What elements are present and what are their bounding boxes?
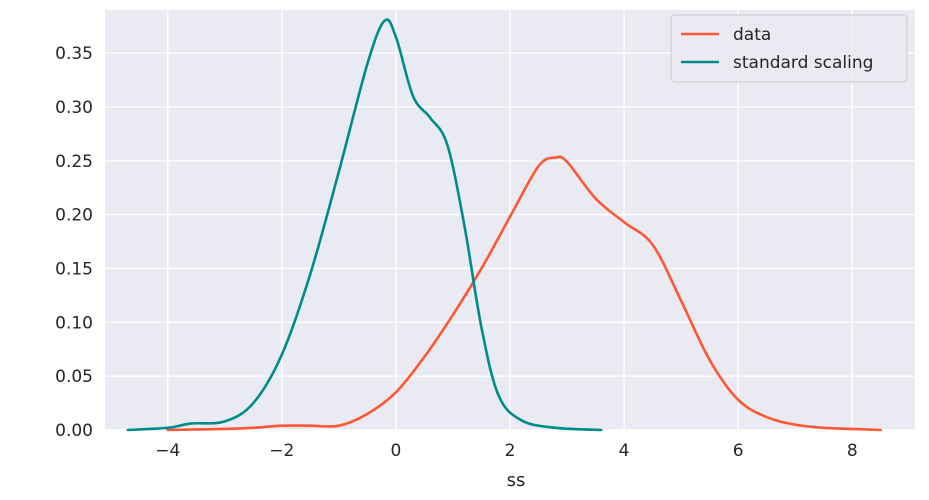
y-tick-label: 0.20 [55,206,93,226]
y-tick-label: 0.25 [55,152,93,172]
x-tick-label: −4 [155,441,180,461]
x-tick-label: 0 [391,441,402,461]
x-tick-label: −2 [269,441,294,461]
legend-label: data [733,25,771,45]
x-axis-label: ss [507,470,526,491]
y-tick-labels: 0.00 0.05 0.10 0.15 0.20 0.25 0.30 0.35 [55,44,93,441]
legend: data standard scaling [670,14,908,83]
y-tick-label: 0.30 [55,98,93,118]
y-tick-label: 0.00 [55,421,93,441]
x-tick-label: 6 [733,441,744,461]
legend-label: standard scaling [733,53,873,73]
x-tick-label: 8 [847,441,858,461]
series-line-standard-scaling [126,18,603,432]
series-line-data [166,155,883,432]
grid-layer [105,10,915,431]
y-tick-label: 0.10 [55,313,93,333]
x-tick-label: 2 [505,441,516,461]
series-layer [126,18,883,432]
y-tick-label: 0.05 [55,367,93,387]
y-tick-label: 0.15 [55,259,93,279]
x-tick-labels: −4 −2 0 2 4 6 8 [155,441,857,461]
x-tick-label: 4 [619,441,630,461]
legend-box [670,14,908,83]
y-tick-label: 0.35 [55,44,93,64]
